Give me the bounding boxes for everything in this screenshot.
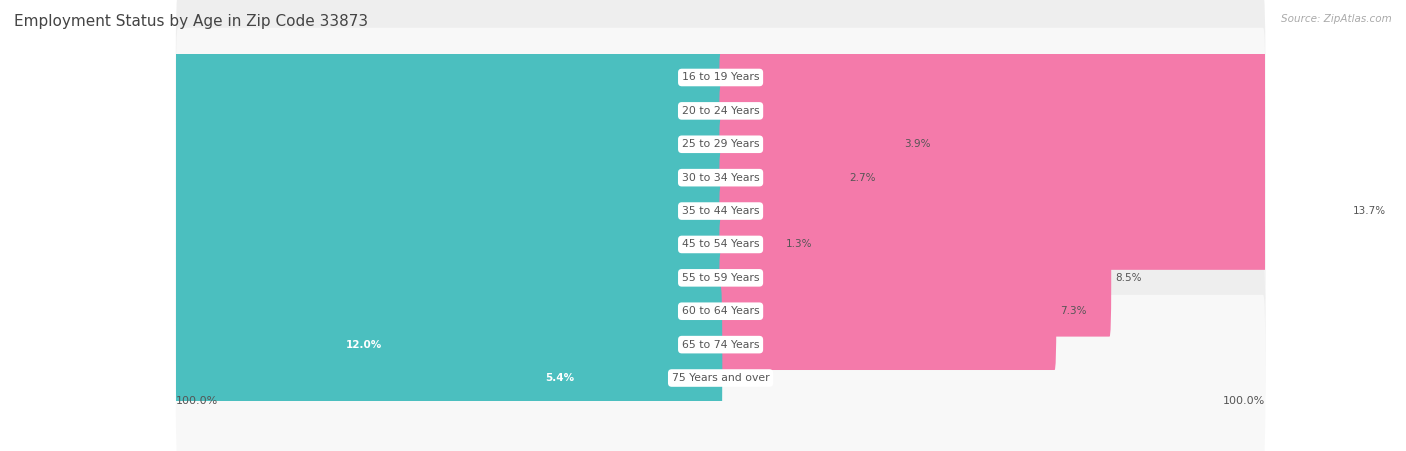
FancyBboxPatch shape: [176, 28, 1265, 194]
Text: 100.0%: 100.0%: [1223, 396, 1265, 406]
Text: 25 to 29 Years: 25 to 29 Years: [682, 139, 759, 149]
FancyBboxPatch shape: [176, 95, 1265, 261]
FancyBboxPatch shape: [718, 119, 846, 236]
FancyBboxPatch shape: [0, 52, 723, 170]
Text: Source: ZipAtlas.com: Source: ZipAtlas.com: [1281, 14, 1392, 23]
FancyBboxPatch shape: [176, 228, 1265, 394]
Text: 12.0%: 12.0%: [346, 340, 382, 350]
FancyBboxPatch shape: [0, 253, 723, 370]
Text: 35 to 44 Years: 35 to 44 Years: [682, 206, 759, 216]
Text: 75 Years and over: 75 Years and over: [672, 373, 769, 383]
FancyBboxPatch shape: [718, 86, 901, 203]
FancyBboxPatch shape: [176, 262, 1265, 428]
Text: 3.9%: 3.9%: [904, 139, 931, 149]
FancyBboxPatch shape: [718, 152, 1350, 270]
FancyBboxPatch shape: [176, 0, 1265, 161]
FancyBboxPatch shape: [718, 253, 1056, 370]
Text: 13.7%: 13.7%: [1353, 206, 1386, 216]
FancyBboxPatch shape: [718, 186, 782, 303]
FancyBboxPatch shape: [176, 61, 1265, 227]
Text: 7.3%: 7.3%: [1060, 306, 1087, 316]
FancyBboxPatch shape: [0, 86, 723, 203]
Legend: In Labor Force, Unemployed: In Labor Force, Unemployed: [607, 450, 834, 451]
FancyBboxPatch shape: [0, 152, 723, 270]
Text: 16 to 19 Years: 16 to 19 Years: [682, 73, 759, 83]
FancyBboxPatch shape: [718, 52, 1406, 170]
Text: 65 to 74 Years: 65 to 74 Years: [682, 340, 759, 350]
Text: 30 to 34 Years: 30 to 34 Years: [682, 173, 759, 183]
FancyBboxPatch shape: [170, 286, 723, 403]
FancyBboxPatch shape: [472, 319, 723, 437]
FancyBboxPatch shape: [176, 195, 1265, 361]
Text: 55 to 59 Years: 55 to 59 Years: [682, 273, 759, 283]
Text: 60 to 64 Years: 60 to 64 Years: [682, 306, 759, 316]
Text: Employment Status by Age in Zip Code 33873: Employment Status by Age in Zip Code 338…: [14, 14, 368, 28]
FancyBboxPatch shape: [0, 186, 723, 303]
Text: 45 to 54 Years: 45 to 54 Years: [682, 239, 759, 249]
FancyBboxPatch shape: [176, 295, 1265, 451]
FancyBboxPatch shape: [718, 219, 1111, 336]
Text: 2.7%: 2.7%: [849, 173, 876, 183]
Text: 0.0%: 0.0%: [725, 373, 752, 383]
Text: 20 to 24 Years: 20 to 24 Years: [682, 106, 759, 116]
FancyBboxPatch shape: [176, 161, 1265, 327]
Text: 100.0%: 100.0%: [176, 396, 218, 406]
FancyBboxPatch shape: [0, 219, 723, 336]
FancyBboxPatch shape: [176, 128, 1265, 294]
Text: 5.4%: 5.4%: [546, 373, 575, 383]
FancyBboxPatch shape: [718, 19, 1406, 136]
Text: 1.3%: 1.3%: [786, 239, 813, 249]
Text: 0.0%: 0.0%: [725, 340, 752, 350]
Text: 8.5%: 8.5%: [1115, 273, 1142, 283]
FancyBboxPatch shape: [0, 19, 723, 136]
FancyBboxPatch shape: [0, 119, 723, 236]
